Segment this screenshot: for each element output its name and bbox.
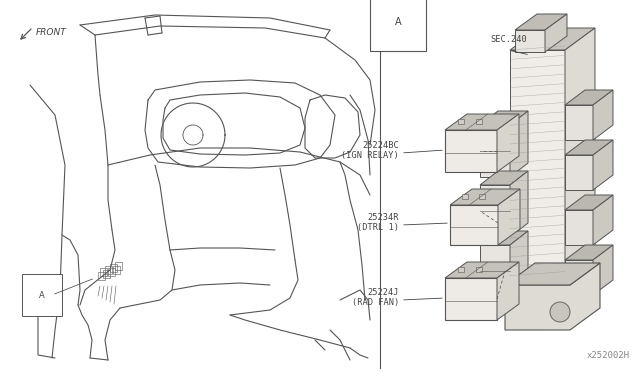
Bar [105, 266, 112, 274]
Bar [479, 194, 485, 199]
Bar [462, 194, 468, 199]
Text: A: A [39, 291, 45, 299]
Polygon shape [565, 28, 595, 285]
Polygon shape [445, 262, 519, 278]
Polygon shape [450, 205, 498, 245]
Polygon shape [505, 263, 600, 285]
Polygon shape [445, 278, 497, 320]
Text: SEC.240: SEC.240 [490, 35, 527, 44]
Polygon shape [480, 185, 510, 237]
Polygon shape [565, 245, 613, 260]
Polygon shape [593, 195, 613, 245]
Bar [100, 268, 107, 276]
Polygon shape [480, 171, 528, 185]
Polygon shape [565, 90, 613, 105]
Bar [476, 267, 482, 272]
Bar [108, 268, 115, 276]
Polygon shape [445, 130, 497, 172]
Polygon shape [510, 50, 565, 285]
Bar [458, 119, 464, 124]
Bar [115, 262, 122, 270]
Polygon shape [565, 195, 613, 210]
Polygon shape [545, 14, 567, 52]
Text: 25224J: 25224J [367, 288, 399, 297]
Text: FRONT: FRONT [36, 28, 67, 37]
Text: (RAD FAN): (RAD FAN) [352, 298, 399, 307]
Polygon shape [593, 245, 613, 295]
Polygon shape [497, 114, 519, 172]
Polygon shape [510, 171, 528, 237]
Polygon shape [565, 105, 593, 140]
Polygon shape [510, 231, 528, 297]
Text: x252002H: x252002H [587, 351, 630, 360]
Polygon shape [593, 90, 613, 140]
Polygon shape [565, 155, 593, 190]
Text: (DTRL 1): (DTRL 1) [357, 223, 399, 232]
Polygon shape [515, 14, 567, 30]
Bar [476, 119, 482, 124]
Polygon shape [497, 262, 519, 320]
Text: A: A [395, 17, 401, 27]
Bar [103, 270, 110, 278]
Bar [113, 266, 120, 274]
Polygon shape [480, 245, 510, 297]
Polygon shape [593, 140, 613, 190]
Polygon shape [565, 140, 613, 155]
Polygon shape [505, 263, 600, 330]
Polygon shape [565, 260, 593, 295]
Bar [98, 272, 105, 280]
Circle shape [550, 302, 570, 322]
Text: 25234R: 25234R [367, 213, 399, 222]
Bar [458, 267, 464, 272]
Bar [110, 264, 117, 272]
Polygon shape [510, 28, 595, 50]
Polygon shape [565, 210, 593, 245]
Polygon shape [480, 231, 528, 245]
Polygon shape [450, 189, 520, 205]
Polygon shape [480, 111, 528, 125]
Polygon shape [445, 114, 519, 130]
Polygon shape [510, 111, 528, 177]
Polygon shape [515, 30, 545, 52]
Polygon shape [498, 189, 520, 245]
Text: 25224BC: 25224BC [362, 141, 399, 150]
Text: (IGN RELAY): (IGN RELAY) [341, 151, 399, 160]
Polygon shape [480, 125, 510, 177]
